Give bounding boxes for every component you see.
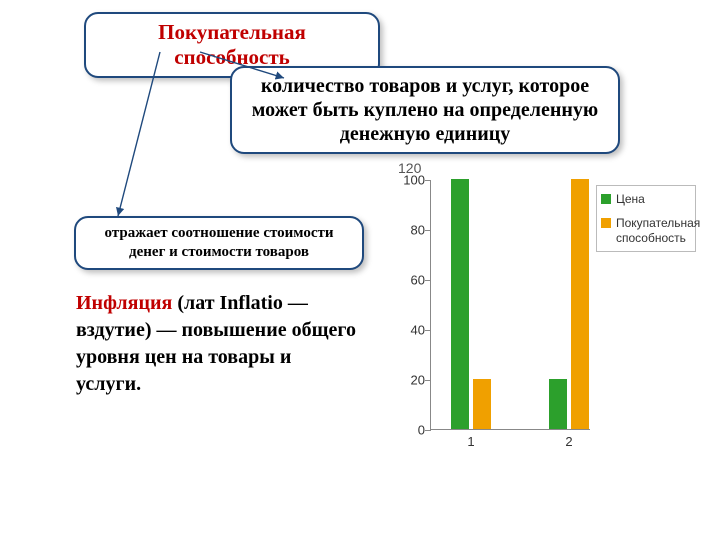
legend-swatch [601, 194, 611, 204]
y-tick [425, 180, 431, 181]
chart-bar [571, 179, 589, 429]
legend-row: Цена [601, 192, 691, 206]
y-tick-label: 20 [391, 373, 425, 388]
chart-legend: Цена Покупательная способность [596, 185, 696, 252]
y-tick-label: 60 [391, 273, 425, 288]
x-category-label: 1 [461, 434, 481, 449]
y-tick [425, 430, 431, 431]
inflation-paragraph: Инфляция (лат Inflatio — вздутие) — повы… [76, 290, 356, 398]
y-tick [425, 230, 431, 231]
y-tick [425, 330, 431, 331]
y-tick-label: 40 [391, 323, 425, 338]
chart-plot-area: 02040608010012 [430, 180, 590, 430]
legend-label: Покупательная способность [616, 216, 700, 245]
y-tick-label: 0 [391, 423, 425, 438]
y-tick [425, 380, 431, 381]
definition-box: количество товаров и услуг, которое може… [230, 66, 620, 154]
legend-swatch [601, 218, 611, 228]
chart-bar [451, 179, 469, 429]
chart-bar [549, 379, 567, 429]
x-category-label: 2 [559, 434, 579, 449]
price-vs-power-chart: 02040608010012 Цена Покупательная способн… [382, 180, 700, 470]
y-tick-label: 100 [391, 173, 425, 188]
ratio-text: отражает соотношение стоимости денег и с… [105, 225, 334, 260]
y-tick-label: 80 [391, 223, 425, 238]
title-text: Покупательная способность [158, 20, 306, 69]
chart-bar [473, 379, 491, 429]
legend-label: Цена [616, 192, 645, 206]
legend-row: Покупательная способность [601, 216, 691, 245]
definition-text: количество товаров и услуг, которое може… [252, 75, 598, 145]
ratio-box: отражает соотношение стоимости денег и с… [74, 216, 364, 270]
inflation-lead: Инфляция [76, 292, 172, 314]
y-tick [425, 280, 431, 281]
